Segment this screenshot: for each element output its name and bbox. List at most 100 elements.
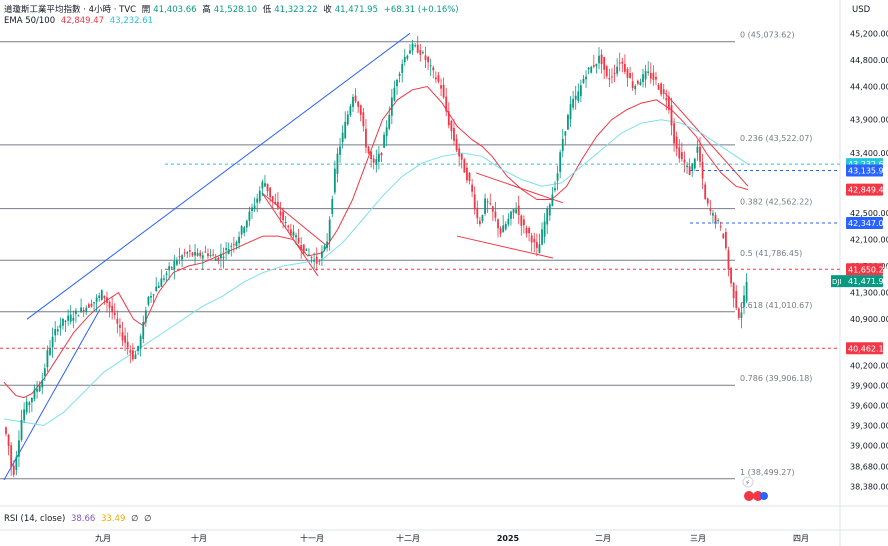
candle-body (124, 335, 127, 343)
candle-body (170, 267, 173, 269)
candle-body (339, 146, 341, 155)
candle-body (556, 173, 559, 181)
candle-body (388, 114, 391, 129)
rsi-label: RSI (14, close) (4, 514, 66, 524)
candle-body (186, 252, 189, 254)
x-tick-label: 九月 (95, 534, 111, 543)
candle-body (59, 324, 62, 328)
candle-body (429, 65, 432, 67)
candle-body (688, 166, 691, 176)
candle-body (727, 250, 730, 270)
candle-body (87, 304, 90, 308)
candle-body (165, 273, 168, 275)
candle-body (168, 266, 171, 271)
candle-body (735, 291, 738, 308)
candle-body (655, 76, 657, 80)
candle-body (538, 244, 541, 254)
candle-body (380, 152, 383, 156)
price-tag-label: 42,347.00 (848, 219, 888, 228)
candle-body (321, 251, 323, 258)
candle-body (196, 252, 199, 256)
candle-body (7, 434, 10, 446)
event-flag-icon (753, 491, 763, 501)
candle-body (326, 241, 328, 248)
x-tick-label: 2025 (497, 534, 520, 543)
candle-body (225, 248, 228, 250)
candle-body (75, 310, 77, 314)
candle-body (370, 151, 373, 160)
candle-body (598, 55, 600, 64)
candle-body (269, 187, 272, 198)
fib-level-label: 0.382 (42,562.22) (740, 198, 812, 207)
candle-body (450, 121, 453, 132)
candle-body (629, 73, 631, 78)
ema50-value: 42,849.47 (60, 16, 105, 26)
x-tick-label: 十月 (191, 533, 207, 543)
candle-body (328, 219, 331, 241)
candle-body (191, 252, 194, 256)
candle-body (305, 248, 308, 251)
candle-body (719, 226, 722, 228)
candle-body (732, 282, 735, 299)
candle-body (129, 350, 132, 353)
candle-body (528, 227, 530, 234)
candle-body (209, 254, 212, 256)
candle-body (525, 228, 528, 234)
candle-body (160, 278, 163, 287)
candle-body (90, 303, 93, 307)
candle-body (77, 315, 80, 317)
candle-body (569, 104, 572, 120)
candle-body (5, 427, 7, 434)
candle-body (551, 194, 554, 207)
candle-body (279, 211, 282, 216)
candle-body (603, 57, 606, 70)
price-tag-label: 41,650.22 (848, 265, 888, 274)
candle-body (660, 83, 663, 95)
open-label: 開 (141, 5, 151, 15)
chart-header: 道瓊斯工業平均指數 · 4小時 · TVC 開 41,403.66 高 41,528… (4, 3, 462, 15)
candle-body (313, 259, 316, 262)
candle-body (670, 105, 673, 126)
y-tick-label: 39,300.00 (850, 422, 888, 431)
candle-body (437, 75, 440, 82)
candle-body (137, 345, 139, 352)
rsi-legend[interactable]: RSI (14, close) 38.66 33.49 ∅ ∅ (4, 514, 155, 524)
candle-body (33, 389, 36, 399)
candle-body (636, 80, 639, 84)
currency-label: USD (852, 5, 871, 15)
candle-body (20, 419, 23, 440)
candle-body (530, 235, 533, 243)
candle-body (595, 63, 598, 67)
candle-body (458, 148, 461, 157)
candle-body (691, 163, 694, 171)
fib-level-label: 0.618 (41,010.67) (740, 301, 812, 310)
candle-body (564, 131, 567, 136)
candle-body (142, 321, 145, 339)
y-tick-label: 45,200.00 (850, 29, 888, 38)
candle-body (533, 238, 536, 243)
candle-body (362, 112, 365, 127)
x-tick-label: 四月 (793, 534, 809, 543)
candle-body (139, 336, 142, 349)
candle-body (639, 82, 642, 86)
candle-body (300, 245, 303, 250)
candle-body (251, 207, 253, 211)
candle-body (398, 73, 401, 76)
price-tag-box (846, 216, 883, 229)
change-value: +68.31 (+0.16%) (383, 5, 459, 15)
candle-body (28, 402, 31, 406)
candle-body (510, 211, 512, 219)
candle-body (520, 215, 523, 226)
candle-body (106, 297, 108, 303)
x-tick-label: 十一月 (300, 533, 324, 543)
rsi-value: 38.66 (70, 514, 96, 524)
candle-body (396, 80, 398, 87)
candle-body (693, 158, 696, 169)
ema-legend[interactable]: EMA 50/100 42,849.47 43,232.61 (4, 16, 156, 26)
candle-body (217, 257, 220, 262)
rsi-z1: ∅ (131, 514, 139, 524)
candle-body (481, 214, 484, 221)
y-tick-label: 39,900.00 (850, 382, 888, 391)
open-value: 41,403.66 (153, 5, 197, 15)
